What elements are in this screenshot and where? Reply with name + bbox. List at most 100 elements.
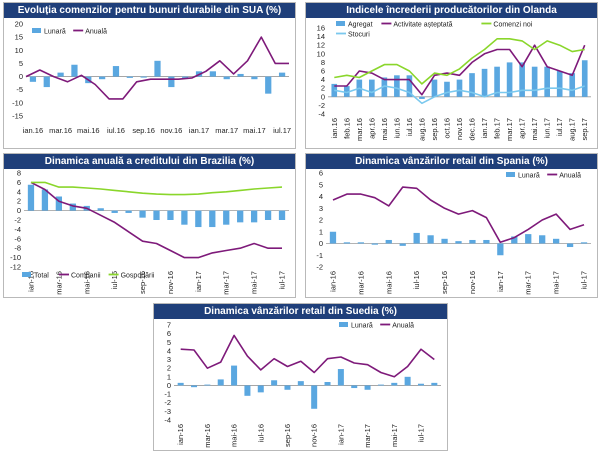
y-tick-label: 1 — [167, 372, 171, 381]
legend-swatch — [336, 21, 345, 26]
y-tick-label: -4 — [14, 225, 21, 234]
x-tick-label: ian-17 — [496, 271, 505, 292]
y-tick-label: 8 — [321, 58, 325, 67]
chart-es: -2 -1 0 1 2 3 4 5 6 ian-16 mar-16 mai-16 iul-16 sep-1… — [316, 169, 591, 295]
bar-total — [181, 210, 188, 225]
bar-total — [139, 210, 146, 218]
bar-lunar- — [29, 76, 37, 82]
bar-lunar- — [329, 231, 337, 244]
y-tick-label: 8 — [17, 169, 21, 178]
y-tick-label: 5 — [319, 180, 323, 189]
bar-lunar- — [99, 76, 106, 80]
x-tick-label: iul-16 — [110, 271, 119, 289]
y-tick-label: -3 — [164, 407, 171, 416]
legend-label: Agregat — [348, 22, 373, 29]
x-tick-label: iul-16 — [412, 271, 421, 289]
x-tick-label: apr.16 — [367, 118, 376, 139]
bar-lunar- — [525, 234, 532, 244]
x-tick-label: mai-17 — [552, 271, 561, 294]
x-tick-label: mar.17 — [505, 118, 514, 141]
bar-total — [223, 210, 230, 225]
y-tick-label: 6 — [319, 169, 323, 178]
bar-lunar- — [417, 383, 424, 386]
bar-lunar- — [511, 236, 518, 244]
x-tick-label: feb.17 — [493, 118, 502, 139]
x-tick-label: ian-16 — [26, 271, 35, 292]
x-tick-label: mar-16 — [54, 271, 63, 295]
x-tick-label: ian.17 — [189, 126, 209, 135]
legend-label: Lunară — [44, 29, 66, 36]
x-tick-label: ian.16 — [330, 118, 339, 138]
y-tick-label: 1 — [319, 227, 323, 236]
bar-lunar- — [404, 376, 411, 386]
y-tick-label: 5 — [19, 59, 23, 68]
bar-agregat — [369, 79, 375, 97]
bar-agregat — [419, 96, 425, 99]
bar-lunar- — [351, 385, 358, 389]
legend-label: Stocuri — [348, 32, 370, 39]
bar-total — [111, 210, 118, 213]
bar-lunar- — [391, 382, 398, 386]
bar-agregat — [544, 66, 550, 97]
x-tick-label: ian.16 — [23, 126, 43, 135]
x-tick-label: mai-16 — [384, 271, 393, 294]
bar-lunar- — [71, 64, 78, 77]
y-tick-label: -5 — [16, 85, 23, 94]
x-tick-label: mai-17 — [390, 424, 399, 447]
y-tick-label: 4 — [321, 75, 325, 84]
y-tick-label: 14 — [317, 32, 325, 41]
legend-swatch — [506, 172, 515, 177]
y-tick-label: 2 — [17, 197, 21, 206]
y-tick-label: 6 — [321, 67, 325, 76]
bar-agregat — [431, 79, 438, 97]
bar-agregat — [506, 62, 513, 97]
bar-lunar- — [140, 76, 147, 78]
x-tick-label: mai.16 — [380, 118, 389, 141]
x-tick-label: mar-17 — [222, 271, 231, 295]
y-tick-label: 0 — [321, 92, 325, 101]
chart-panel-se: Dinamica vânzărilor retail din Suedia (%… — [153, 303, 448, 451]
bar-lunar- — [324, 382, 331, 386]
bar-lunar- — [552, 238, 560, 244]
line-anual- — [180, 334, 435, 378]
bar-total — [97, 208, 104, 211]
line-anual- — [25, 36, 289, 100]
y-tick-label: 4 — [167, 346, 171, 355]
legend-label: Activitate așteptată — [393, 22, 452, 29]
legend-label: Anuală — [85, 29, 107, 36]
bar-lunar- — [168, 76, 175, 88]
x-tick-label: nov-16 — [166, 271, 175, 294]
x-tick-label: iul-17 — [416, 424, 425, 442]
line-stocuri — [334, 85, 585, 105]
x-tick-label: mai.16 — [77, 126, 100, 135]
y-tick-label: -2 — [14, 216, 21, 225]
x-tick-label: nov.16 — [455, 118, 464, 140]
y-tick-label: 0 — [17, 206, 21, 215]
x-tick-label: sep.16 — [132, 126, 155, 135]
x-tick-label: nov-16 — [468, 271, 477, 294]
bar-agregat — [556, 71, 563, 97]
bar-lunar- — [126, 76, 133, 78]
chart-title: Indicele încrederii producătorilor din O… — [306, 3, 597, 18]
y-tick-label: 0 — [319, 239, 323, 248]
legend-label: Anuală — [559, 173, 581, 180]
chart-title: Dinamica vânzărilor retail din Suedia (%… — [154, 304, 447, 319]
bar-lunar- — [244, 385, 251, 396]
y-tick-label: 10 — [15, 46, 23, 55]
y-tick-label: 5 — [167, 338, 171, 347]
y-tick-label: 2 — [321, 84, 325, 93]
bar-lunar- — [311, 385, 318, 409]
bar-agregat — [531, 66, 538, 97]
y-tick-label: -10 — [10, 253, 21, 262]
x-tick-label: sep.16 — [430, 118, 439, 141]
chart-panel-us: Evoluția comenzilor pentru bunuri durabi… — [3, 2, 296, 149]
chart-title: Dinamica anuală a creditului din Brazili… — [4, 154, 295, 169]
bar-lunar- — [357, 242, 365, 244]
y-tick-label: 16 — [317, 24, 325, 33]
y-tick-label: 0 — [19, 72, 23, 81]
bar-lunar- — [278, 72, 286, 77]
bar-agregat — [406, 75, 413, 97]
legend-label: Gospodării — [121, 273, 155, 280]
bar-agregat — [444, 81, 450, 97]
